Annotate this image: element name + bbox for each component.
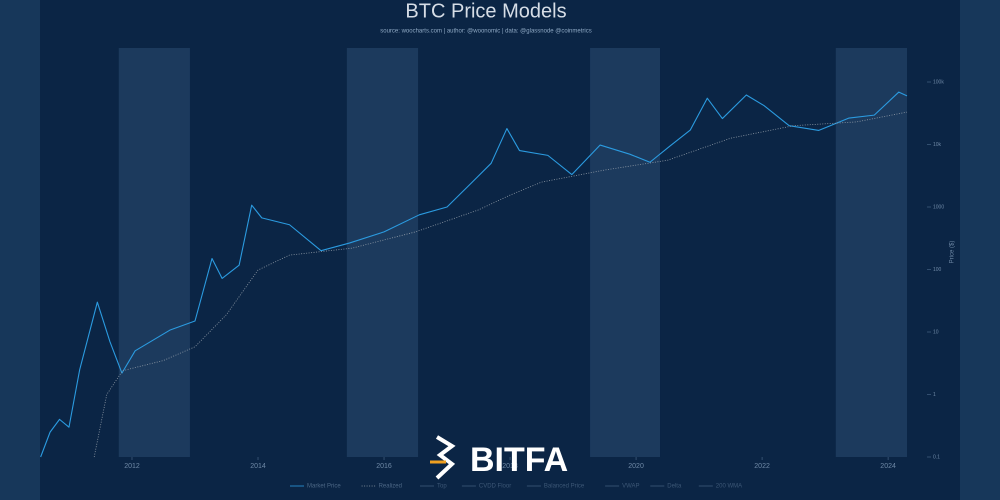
legend-label: CVDD Floor [479, 484, 511, 490]
x-tick-label: 2018 [502, 463, 518, 470]
y-tick-label: 1000 [933, 204, 944, 210]
x-tick-label: 2022 [754, 463, 770, 470]
legend-label: Balanced Price [544, 484, 585, 490]
legend-label: Realized [379, 484, 402, 490]
watermark-text: BITFA [470, 441, 568, 479]
chart-subtitle: source: woocharts.com | author: @woonomi… [380, 29, 591, 35]
legend-label: 200 WMA [716, 484, 742, 490]
chart-title: BTC Price Models [405, 0, 566, 22]
series-line [40, 91, 908, 458]
series-line [93, 111, 908, 458]
watermark-icon [435, 435, 456, 480]
watermark: BITFA [430, 435, 568, 480]
y-axis-label: Price ($) [950, 241, 956, 264]
plot-area: 0.1 1 10 100 1000 10k 100k 2012 2014 2016 2018 2020… [40, 48, 944, 470]
y-tick-label: 10 [933, 329, 939, 335]
legend-label: Delta [667, 484, 682, 490]
legend-label: Top [437, 484, 447, 490]
x-tick-label: 2014 [250, 463, 266, 470]
legend-label: VWAP [622, 484, 639, 490]
y-tick-label: 10k [933, 142, 942, 148]
shaded-region [835, 48, 907, 457]
x-tick-label: 2016 [376, 463, 392, 470]
y-tick-label: 100k [933, 79, 944, 85]
shaded-region [346, 48, 419, 457]
shaded-region [590, 48, 661, 457]
y-tick-label: 1 [933, 392, 936, 398]
right-margin [960, 0, 1000, 500]
y-tick-label: 100 [933, 267, 942, 273]
left-margin [0, 0, 40, 500]
x-tick-label: 2020 [628, 463, 644, 470]
y-tick-label: 0.1 [933, 454, 940, 460]
shaded-region [118, 48, 190, 457]
x-tick-label: 2024 [880, 463, 896, 470]
legend-label: Market Price [307, 484, 341, 490]
x-tick-label: 2012 [124, 463, 140, 470]
